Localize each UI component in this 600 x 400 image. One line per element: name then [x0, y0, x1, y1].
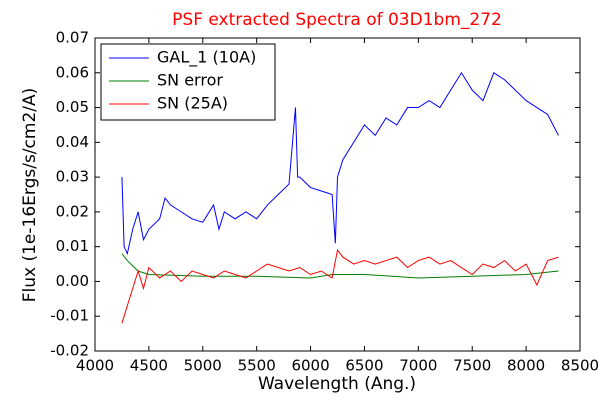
y-tick-label: -0.01 [50, 307, 89, 325]
series-line [121, 71, 559, 256]
y-tick-label: 0.02 [56, 202, 89, 220]
legend-label: SN (25A) [157, 94, 228, 113]
legend-label: SN error [157, 71, 223, 90]
x-tick-label: 4000 [76, 357, 114, 375]
y-tick-label: 0.07 [56, 29, 89, 47]
x-tick-label: 6500 [345, 357, 383, 375]
x-tick-label: 8500 [561, 357, 599, 375]
x-tick-label: 4500 [130, 357, 168, 375]
y-tick-label: 0.05 [56, 98, 89, 116]
y-tick-label: 0.00 [56, 272, 89, 290]
x-axis-label: Wavelength (Ang.) [258, 374, 416, 394]
y-tick-label: 0.01 [56, 237, 89, 255]
y-tick-label: 0.04 [56, 133, 89, 151]
y-tick-label: -0.02 [50, 342, 89, 360]
series-line [121, 248, 559, 324]
x-tick-label: 6000 [291, 357, 329, 375]
legend-label: GAL_1 (10A) [157, 48, 256, 68]
x-tick-label: 7500 [453, 357, 491, 375]
series-line [121, 253, 559, 279]
y-tick-label: 0.03 [56, 168, 89, 186]
x-tick-label: 7000 [399, 357, 437, 375]
legend-box [100, 43, 276, 121]
y-axis-label: Flux (1e-16Ergs/s/cm2/A) [20, 88, 40, 303]
y-tick-label: 0.06 [56, 63, 89, 81]
x-tick-label: 5500 [238, 357, 276, 375]
x-tick-label: 5000 [184, 357, 222, 375]
plot-frame [94, 37, 581, 352]
chart-title: PSF extracted Spectra of 03D1bm_272 [172, 10, 502, 30]
x-tick-label: 8000 [507, 357, 545, 375]
